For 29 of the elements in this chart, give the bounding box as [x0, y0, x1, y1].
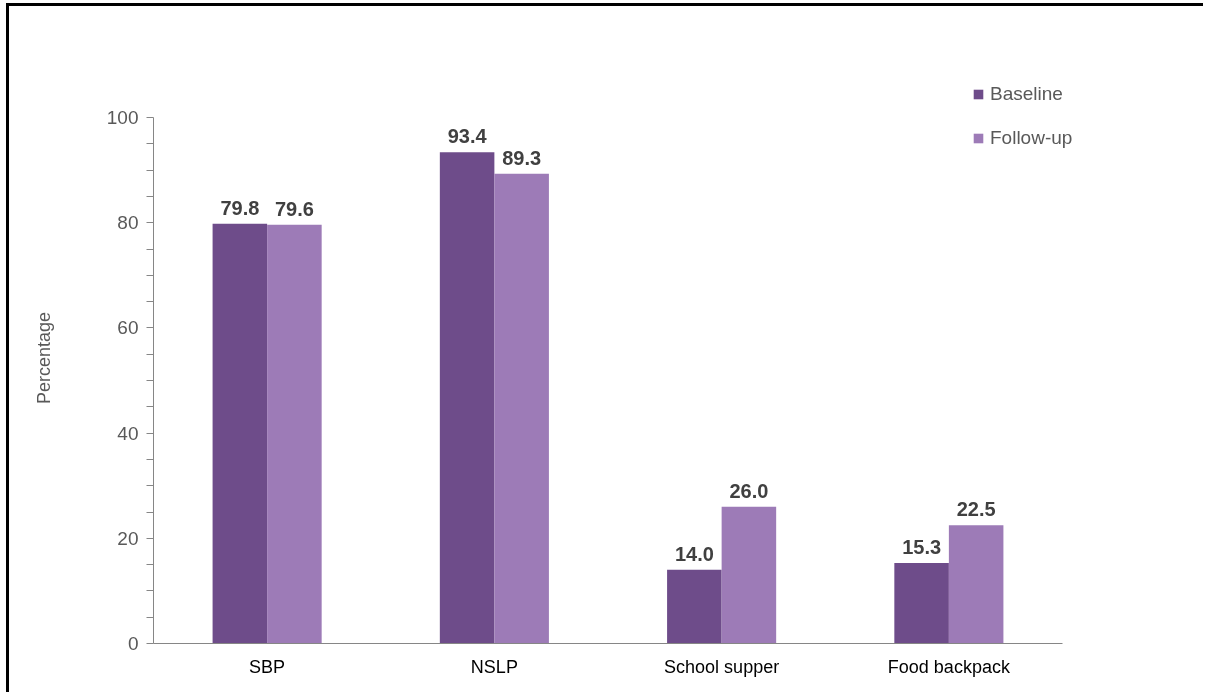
y-tick-label: 60: [117, 317, 139, 339]
bar: [494, 173, 549, 644]
y-tick-label: 80: [117, 212, 139, 234]
data-label: 89.3: [502, 146, 542, 169]
data-label: 22.5: [956, 498, 996, 521]
bar: [721, 506, 777, 644]
x-tick-label: Food backpack: [887, 656, 1011, 677]
data-label: 15.3: [902, 536, 942, 559]
legend-label: Follow-up: [990, 127, 1073, 149]
bar: [948, 525, 1004, 644]
data-label: 79.8: [220, 196, 260, 219]
y-tick-label: 40: [117, 422, 139, 444]
data-label: 26.0: [729, 479, 769, 502]
data-label: 79.6: [274, 197, 314, 220]
y-tick-label: 20: [117, 527, 139, 549]
bar: [267, 224, 322, 644]
x-tick-label: School supper: [664, 656, 780, 677]
x-tick-label: NSLP: [470, 656, 518, 677]
bar: [439, 152, 495, 644]
data-label: 14.0: [674, 542, 714, 565]
legend-label: Baseline: [990, 83, 1063, 105]
x-tick-label: SBP: [249, 656, 286, 677]
y-axis-title: Percentage: [33, 311, 54, 405]
y-tick-label: 100: [106, 107, 139, 128]
bar: [667, 569, 722, 644]
bar: [212, 223, 268, 644]
data-label: 93.4: [447, 125, 488, 148]
y-tick-label: 0: [127, 633, 139, 654]
bar: [894, 563, 949, 644]
